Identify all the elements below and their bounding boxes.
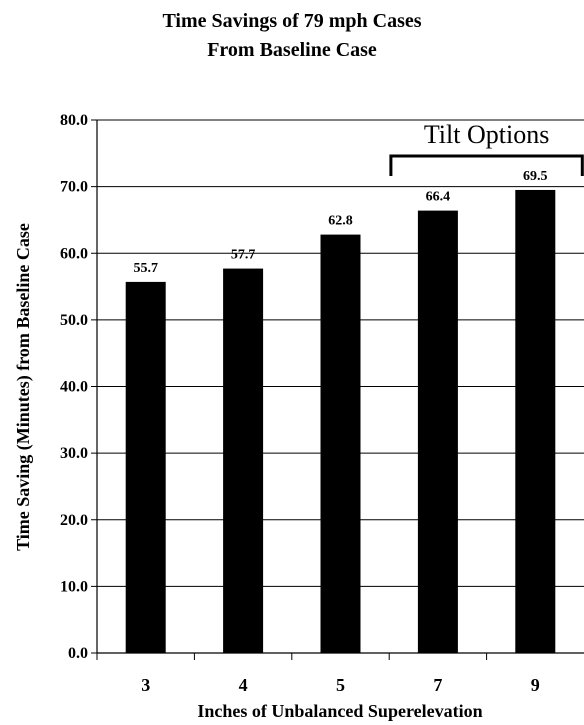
x-tick-label: 7 — [433, 675, 442, 695]
y-axis-title: Time Saving (Minutes) from Baseline Case — [13, 223, 34, 551]
bar — [223, 268, 264, 653]
data-label: 69.5 — [523, 169, 548, 184]
bar — [320, 234, 361, 653]
y-tick-label: 70.0 — [60, 179, 88, 196]
y-tick-label: 80.0 — [60, 112, 88, 129]
bar — [125, 281, 166, 653]
data-label: 55.7 — [133, 261, 158, 276]
data-label: 62.8 — [328, 214, 353, 229]
y-tick-label: 30.0 — [60, 445, 88, 462]
chart-title: Time Savings of 79 mph Cases — [162, 10, 422, 32]
bars — [125, 189, 556, 654]
x-tick-label: 5 — [336, 675, 345, 695]
bar — [417, 210, 458, 654]
tilt-options-label: Tilt Options — [424, 120, 549, 149]
labels: 0.0 10.0 20.0 30.0 40.0 50.0 60.0 70.0 80.0 55.7 3… — [60, 112, 548, 695]
data-label: 66.4 — [426, 190, 451, 205]
x-tick-label: 3 — [141, 675, 150, 695]
chart-subtitle: From Baseline Case — [207, 39, 377, 61]
y-tick-label: 40.0 — [60, 379, 88, 396]
y-tick-label: 60.0 — [60, 245, 88, 262]
data-label: 57.7 — [231, 248, 256, 263]
tilt-options-bracket — [389, 154, 584, 176]
y-tick-label: 20.0 — [60, 512, 88, 529]
x-axis-title: Inches of Unbalanced Superelevation — [197, 701, 482, 721]
x-tick-label: 4 — [239, 675, 248, 695]
bar — [515, 189, 556, 654]
x-tick-label: 9 — [531, 675, 540, 695]
y-tick-label: 10.0 — [60, 578, 88, 595]
tilt-options-annotation: Tilt Options — [389, 120, 584, 176]
axes — [96, 120, 584, 654]
y-tick-label: 0.0 — [68, 645, 88, 662]
y-tick-label: 50.0 — [60, 312, 88, 329]
